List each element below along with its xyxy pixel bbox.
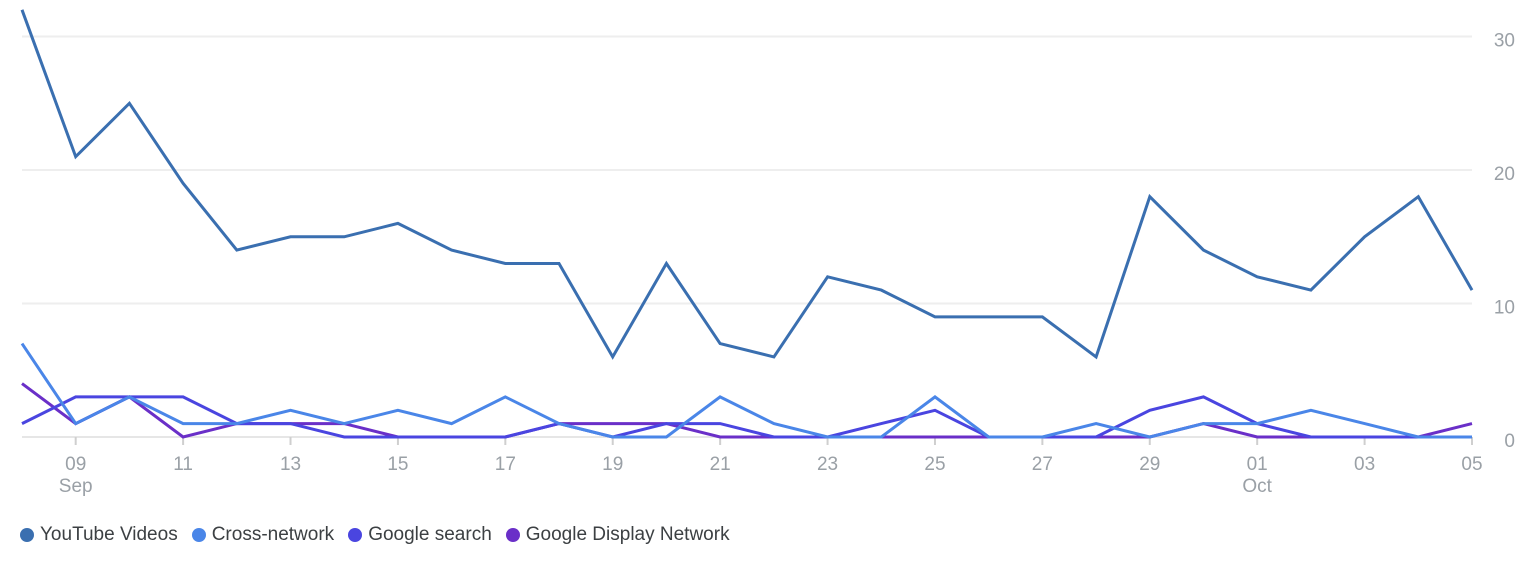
legend-label: Google search (368, 524, 492, 545)
x-tick-label: 09 (65, 454, 86, 475)
x-tick-label: 15 (387, 454, 408, 475)
x-tick-label: 03 (1354, 454, 1375, 475)
series-lines (20, 9, 1474, 439)
legend-label: Cross-network (211, 524, 335, 545)
legend-item[interactable]: YouTube Videos (20, 524, 178, 546)
y-tick-label: 20 (1494, 164, 1515, 185)
y-tick-label: 10 (1494, 298, 1515, 319)
legend-item[interactable]: Google Display Network (505, 524, 730, 546)
series-line-youtube-videos (20, 9, 1474, 360)
x-tick-label: 25 (924, 454, 945, 475)
y-tick-label: 0 (1504, 431, 1515, 452)
gridlines (22, 35, 1472, 438)
x-tick-label: 23 (817, 454, 838, 475)
x-tick-label: 17 (495, 454, 516, 475)
x-tick-label: 05 (1461, 454, 1482, 475)
legend-dot-icon (505, 528, 520, 542)
y-tick-label: 30 (1494, 31, 1515, 52)
legend-dot-icon (348, 528, 363, 542)
y-axis: 0 10 20 30 (1494, 31, 1515, 453)
x-tick-label: 29 (1139, 454, 1160, 475)
legend-dot-icon (20, 528, 34, 542)
legend-item[interactable]: Google search (348, 524, 492, 546)
x-tick-label: 27 (1032, 454, 1053, 475)
x-tick-label: 21 (710, 454, 731, 475)
x-month-label: Sep (59, 476, 93, 497)
legend-label: YouTube Videos (40, 524, 178, 545)
x-tick-label: 01 (1247, 454, 1268, 475)
legend: YouTube Videos Cross-network Google search… (20, 524, 744, 546)
x-tick-label: 13 (280, 454, 301, 475)
legend-item[interactable]: Cross-network (191, 524, 335, 546)
x-tick-label: 19 (602, 454, 623, 475)
legend-dot-icon (191, 528, 206, 542)
x-month-label: Oct (1242, 476, 1272, 497)
series-line-google-search (21, 395, 1472, 439)
series-line-cross-network (20, 342, 1472, 439)
legend-label: Google Display Network (525, 524, 730, 545)
x-tick-label: 11 (173, 454, 193, 475)
